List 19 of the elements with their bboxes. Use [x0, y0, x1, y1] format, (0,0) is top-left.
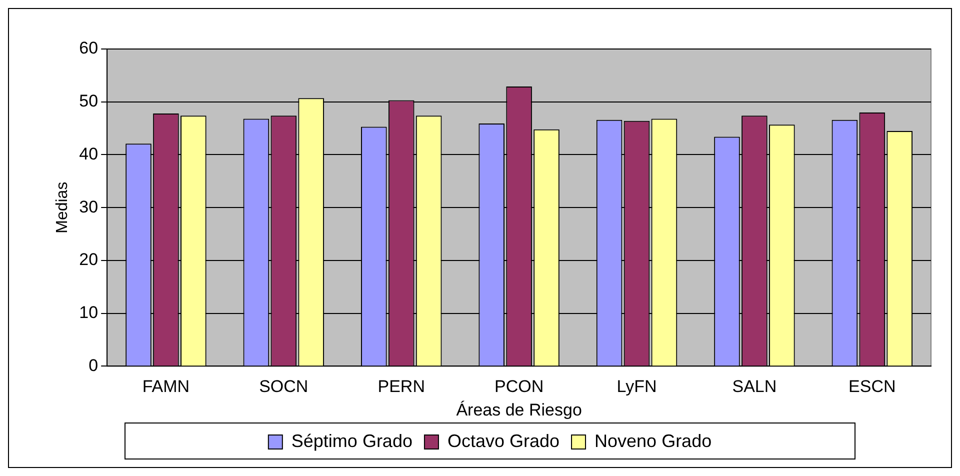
y-tick-label: 50 [79, 92, 98, 111]
x-tick-label: PERN [378, 377, 425, 396]
legend-label: Noveno Grado [594, 430, 712, 451]
y-tick-label: 60 [79, 38, 98, 58]
x-axis-title: Áreas de Riesgo [456, 400, 582, 420]
x-tick-label: LyFN [616, 377, 657, 396]
x-tick-label: FAMN [142, 377, 190, 396]
y-tick-label: 0 [88, 356, 98, 375]
legend-label: Octavo Grado [447, 430, 560, 451]
x-tick-label: SALN [732, 377, 777, 396]
y-tick-label: 30 [79, 197, 98, 216]
y-tick-label: 20 [79, 250, 98, 270]
x-tick-label: SOCN [259, 377, 308, 396]
y-axis-title: Medias [54, 182, 72, 234]
x-tick-label: PCON [494, 377, 544, 396]
legend-label: Séptimo Grado [291, 430, 412, 451]
y-tick-label: 40 [79, 144, 98, 164]
y-tick-label: 10 [79, 303, 98, 322]
x-tick-label: ESCN [848, 377, 896, 396]
